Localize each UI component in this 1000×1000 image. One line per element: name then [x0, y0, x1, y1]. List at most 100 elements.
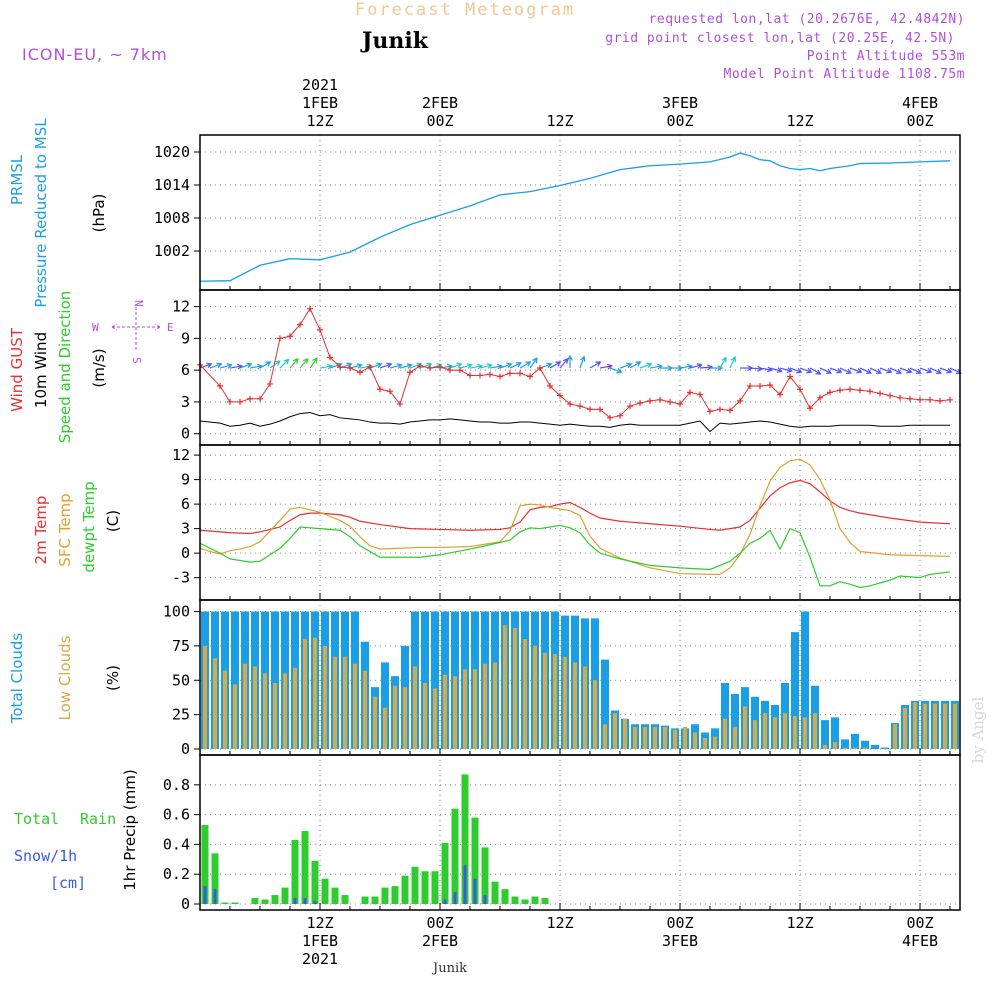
wind-arrow-shaft [629, 361, 641, 369]
wind-arrow [769, 367, 783, 373]
y-tick-label: 0.4 [163, 835, 190, 853]
wind-arrow [519, 361, 532, 369]
wind-arrow-shaft [749, 367, 763, 370]
cloud-bar-total [831, 717, 839, 749]
wind-arrow [249, 363, 264, 370]
wind-arrow-head [886, 367, 893, 374]
wind-arrow-head [546, 362, 553, 369]
wind-arrow-shaft [299, 358, 309, 369]
y-tick-label: -3 [172, 569, 190, 587]
wind-arrow-head [346, 362, 353, 369]
wind-arrow [567, 354, 573, 369]
cloud-bar-low [253, 666, 257, 749]
cloud-bar-low [743, 706, 747, 749]
gust-marker [407, 369, 413, 376]
y-tick-label: 3 [181, 393, 190, 411]
cloud-bar-low [393, 685, 397, 749]
gust-marker [277, 335, 283, 342]
y-tick-label: 1020 [154, 143, 190, 161]
cloud-bar-low [293, 667, 297, 749]
wind-arrow-shaft [209, 363, 222, 369]
gust-marker [907, 395, 913, 402]
precip-bar-rain [441, 842, 449, 904]
wind-label: 10m Wind [32, 332, 50, 408]
wind-arrow-head [302, 357, 309, 364]
wind-arrow [949, 367, 963, 375]
cloud-bar-low [343, 656, 347, 749]
gust-marker [397, 401, 403, 408]
wind-arrow-shaft [259, 361, 271, 369]
time-label-bottom: 3FEB [662, 932, 698, 950]
wind-arrow [239, 362, 253, 369]
cloud-bar-low [213, 658, 217, 749]
cloud-bar-low [843, 747, 847, 749]
precip-bar-rain [461, 774, 469, 904]
wind-arrow-shaft [389, 364, 402, 369]
wind-arrow-head [567, 354, 573, 361]
wind-arrow-head [915, 368, 923, 375]
wind-arrow-shaft [449, 363, 462, 369]
y-tick-label: 6 [181, 495, 190, 513]
gust-marker [697, 391, 703, 398]
y-tick-label: 50 [172, 671, 190, 689]
wind-arrow [609, 367, 623, 374]
cloud-bar-total [431, 611, 439, 749]
cloud-bar-low [633, 727, 637, 749]
cloud-bar-low [853, 747, 857, 749]
cloud-bar-low [223, 670, 227, 749]
cloud-bar-low [403, 687, 407, 749]
wind-arrow-shaft [289, 358, 299, 369]
y-tick-label: 75 [172, 637, 190, 655]
wind-arrow-shaft [509, 362, 522, 369]
gust-marker [877, 390, 883, 397]
cloud-bar-low [683, 727, 687, 749]
wind-arrow [389, 363, 403, 369]
precip-bar-rain [541, 898, 549, 904]
gust-marker [917, 396, 923, 403]
cloud-bar-low [613, 713, 617, 749]
wind-arrow-shaft [759, 367, 772, 371]
cloud-bar-low [733, 727, 737, 749]
wind-arrow-head [274, 360, 281, 366]
cloud-bar-low [903, 707, 907, 749]
gust-marker [487, 371, 493, 378]
wind-arrow-shaft [249, 365, 262, 369]
temp-series-line [199, 479, 951, 535]
wind-arrow-head [466, 363, 473, 369]
wind-arrow-head [906, 367, 913, 374]
wind-arrow [779, 367, 793, 373]
cloud-bar-low [463, 669, 467, 749]
wind-arrow-head [326, 363, 334, 370]
cloud-bar-low [953, 703, 957, 749]
gust-marker [597, 406, 603, 413]
cloud-bar-low [623, 718, 627, 749]
wind-arrow [589, 361, 602, 369]
time-label-bottom: 2FEB [422, 932, 458, 950]
time-label-bottom: 12Z [306, 914, 333, 932]
cloud-bar-total [271, 611, 279, 749]
time-label-bottom: 12Z [546, 914, 573, 932]
wind-arrow-shaft [559, 358, 569, 369]
time-label-bottom: 2021 [302, 950, 338, 968]
wind-arrow-shaft [949, 367, 962, 374]
gust-marker [567, 401, 573, 408]
wind-arrow [629, 361, 642, 369]
wind-arrow-head [946, 367, 953, 374]
wind-arrow-shaft [529, 357, 538, 369]
cloud-bar-total [421, 611, 429, 749]
compass-s: S [130, 357, 143, 364]
cloud-bar-total [881, 747, 889, 749]
panel-wind: 0 3 6 9 12 [172, 289, 963, 446]
model-altitude: Model Point Altitude 1108.75m [724, 67, 965, 82]
wind-arrow [459, 363, 473, 369]
panel-temperature: -3 0 3 6 9 12 [172, 444, 961, 601]
time-label-top: 12Z [306, 112, 333, 130]
gust-marker [667, 398, 673, 405]
time-label-top: 00Z [666, 112, 693, 130]
cloud-bar-low [783, 713, 787, 749]
y-tick-label: 12 [172, 446, 190, 464]
temp2m-label: 2m Temp [32, 496, 50, 565]
wind-arrow [879, 367, 893, 374]
wind-arrow-head [935, 368, 943, 375]
precip-bar-rain [411, 866, 419, 904]
